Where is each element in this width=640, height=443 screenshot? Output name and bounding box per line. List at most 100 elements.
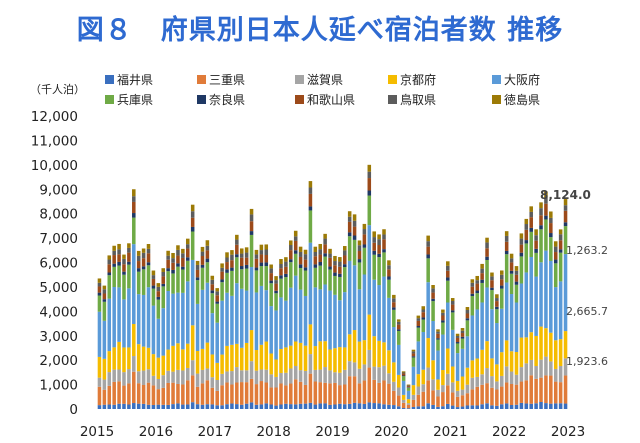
bar-segment [406,408,411,409]
bar-segment [387,276,391,280]
bar-segment [553,241,558,247]
bar-segment [210,284,215,291]
bar-segment [470,282,475,287]
bar-segment [225,404,229,409]
bar-segment [387,383,391,405]
bar-segment [524,363,529,381]
bar-segment [460,338,465,349]
bar-segment [416,374,421,387]
legend-label: 奈良県 [209,92,245,107]
bar-segment [166,382,170,405]
bar-segment [235,283,239,344]
bar-segment [102,299,107,302]
bar-stack [455,333,460,409]
bar-segment [254,267,259,271]
bar-segment [367,225,372,315]
bar-segment [215,379,219,391]
bar-segment [308,324,313,355]
bar-segment [235,254,239,258]
bar-segment [436,379,440,390]
bar-segment [553,381,558,404]
bar-segment [485,242,489,249]
bar-segment [558,252,563,282]
bar-stack [200,246,205,409]
bar-segment [401,373,406,376]
bar-segment [195,351,200,374]
bar-segment [146,244,151,249]
bar-segment [362,229,367,235]
bar-segment [485,383,489,404]
bar-segment [107,255,112,260]
bar-segment [205,282,210,343]
bar-stack [171,252,175,409]
bar-segment [176,245,180,250]
bar-segment [141,403,146,409]
bar-segment [396,319,401,322]
bar-segment [421,391,426,407]
bar-segment [455,396,460,408]
legend-label: 福井県 [117,72,153,87]
bar-stack [357,240,362,409]
bar-stack [122,254,126,409]
bar-segment [495,309,499,324]
bar-segment [259,404,264,409]
bar-segment [220,405,224,409]
bar-segment [127,252,131,262]
bar-segment [318,265,322,290]
bar-segment [519,381,524,403]
bar-segment [544,250,548,329]
bar-segment [136,403,141,409]
bar-stack [215,288,219,409]
bar-segment [215,288,219,292]
bar-segment [401,375,406,377]
bar-segment [112,250,116,256]
bar-segment [401,376,406,381]
bar-segment [372,231,376,238]
bar-segment [519,402,524,409]
bar-segment [382,276,386,343]
bar-segment [254,270,259,293]
bar-segment [112,347,116,370]
bar-segment [171,273,175,294]
bar-segment [127,247,131,253]
bar-segment [504,382,509,404]
bar-segment [396,395,401,407]
bar-segment [200,251,205,256]
bar-segment [357,259,362,263]
bar-segment [347,221,352,233]
bar-segment [313,264,318,268]
bar-segment [475,290,479,294]
bar-segment [303,249,308,255]
bar-segment [107,298,112,352]
bar-segment [549,375,553,404]
legend-label: 三重県 [209,73,245,87]
bar-segment [524,240,529,244]
bar-segment [431,298,435,302]
bar-segment [171,404,175,409]
bar-segment [514,404,519,409]
bar-stack [181,248,185,409]
bar-segment [230,384,234,404]
bar-segment [117,287,121,342]
bar-stack [490,272,494,409]
bar-segment [298,256,303,265]
bar-segment [514,284,519,303]
bar-segment [347,334,352,362]
bar-segment [544,203,548,216]
bar-stack [146,244,151,409]
bar-segment [141,385,146,404]
bar-segment [254,254,259,259]
bar-segment [529,217,533,228]
bar-segment [470,296,475,316]
bar-segment [446,348,450,374]
bar-segment [239,404,244,409]
bar-segment [151,285,156,289]
bar-segment [249,378,254,403]
bar-segment [387,269,391,277]
bar-segment [436,338,440,340]
bar-segment [406,387,411,391]
bar-segment [352,402,357,409]
bar-segment [210,354,215,378]
bar-segment [254,384,259,405]
bar-segment [308,402,313,409]
